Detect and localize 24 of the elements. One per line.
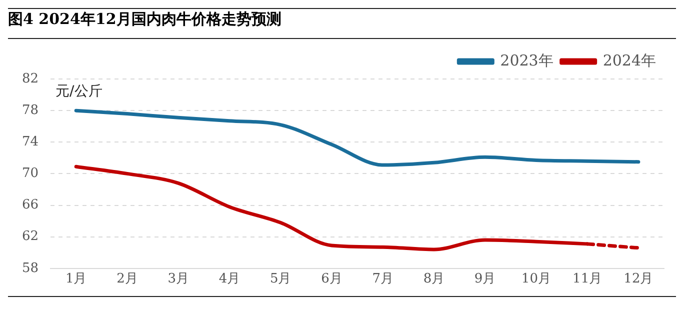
- x-tick-label: 3月: [168, 272, 189, 287]
- y-axis-title: 元/公斤: [56, 84, 102, 100]
- x-tick-label: 5月: [270, 272, 292, 287]
- y-tick-label: 78: [22, 102, 39, 118]
- x-tick-label: 10月: [521, 272, 551, 287]
- x-tick-label: 1月: [65, 272, 87, 287]
- y-tick-label: 70: [22, 166, 39, 182]
- chart-title: 图4 2024年12月国内肉牛价格走势预测: [8, 10, 282, 29]
- x-tick-label: 12月: [624, 272, 654, 287]
- y-tick-label: 82: [22, 71, 39, 86]
- legend-label: 2024年: [602, 51, 656, 70]
- x-tick-label: 4月: [218, 272, 240, 287]
- y-tick-label: 66: [22, 198, 39, 213]
- legend-label: 2023年: [500, 51, 554, 70]
- y-tick-label: 58: [22, 260, 39, 276]
- x-tick-label: 6月: [321, 272, 342, 287]
- x-tick-label: 8月: [423, 272, 445, 287]
- x-tick-label: 7月: [372, 272, 394, 287]
- line-series: [74, 108, 640, 167]
- x-tick-label: 11月: [572, 272, 602, 287]
- x-tick-label: 9月: [474, 272, 496, 287]
- y-tick-label: 62: [22, 229, 39, 244]
- x-tick-label: 2月: [116, 272, 138, 287]
- y-tick-label: 74: [22, 134, 39, 150]
